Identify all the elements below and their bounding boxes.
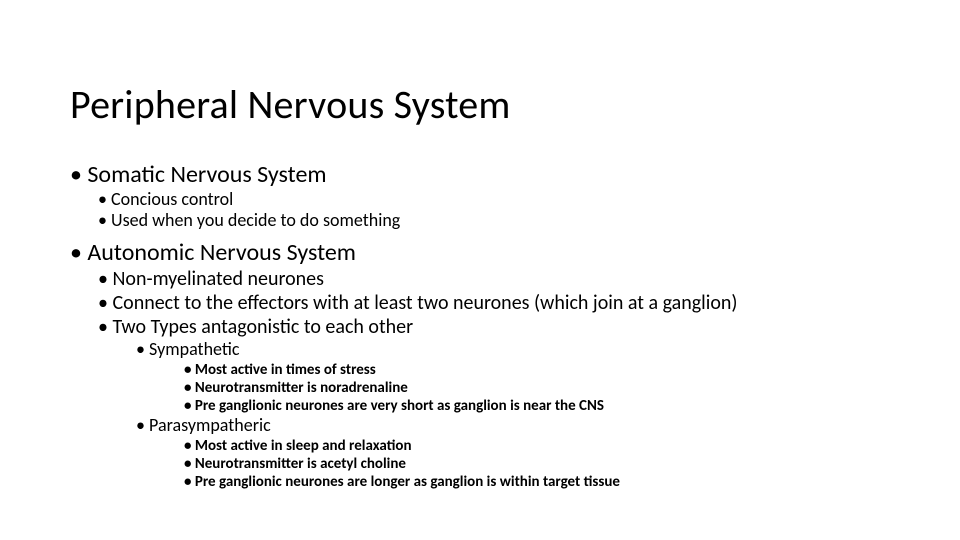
list-item: Most active in sleep and relaxation <box>184 437 920 455</box>
list-item: Two Types antagonistic to each other <box>98 315 920 339</box>
slide-title: Peripheral Nervous System <box>70 80 511 129</box>
section-heading: Somatic Nervous System <box>70 160 920 189</box>
list-item: Concious control <box>98 189 920 210</box>
list-item: Used when you decide to do something <box>98 210 920 231</box>
slide-content: Somatic Nervous System Concious control … <box>70 160 920 491</box>
list-item: Non-myelinated neurones <box>98 267 920 291</box>
list-item: Neurotransmitter is acetyl choline <box>184 455 920 473</box>
list-item: Pre ganglionic neurones are very short a… <box>184 397 920 415</box>
section-heading: Autonomic Nervous System <box>70 238 920 267</box>
list-item: Pre ganglionic neurones are longer as ga… <box>184 473 920 491</box>
subtype-heading: Sympathetic <box>136 339 920 361</box>
list-item: Connect to the effectors with at least t… <box>98 291 920 315</box>
list-item: Most active in times of stress <box>184 361 920 379</box>
subtype-heading: Parasympatheric <box>136 415 920 437</box>
list-item: Neurotransmitter is noradrenaline <box>184 379 920 397</box>
